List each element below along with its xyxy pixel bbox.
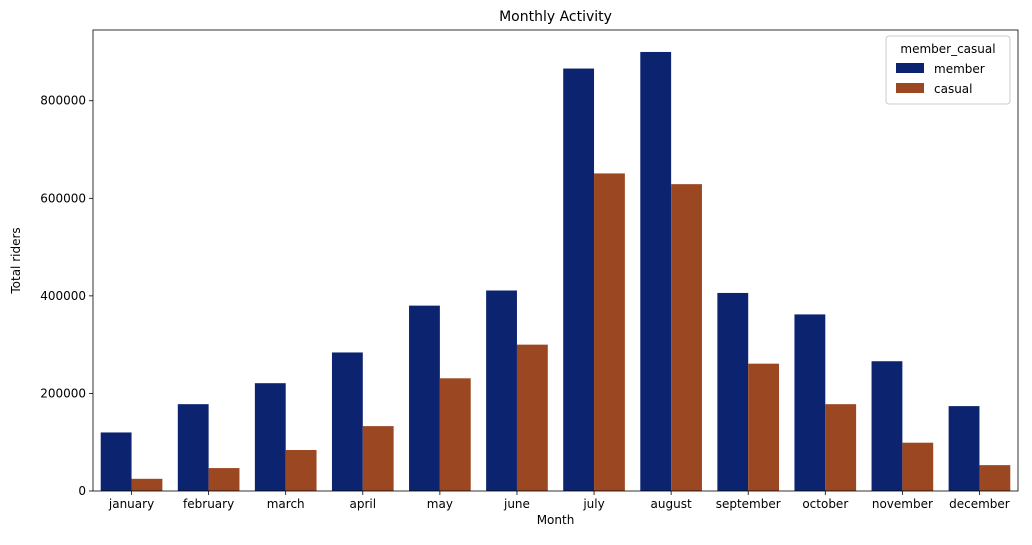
bar-member-june [486,290,517,491]
x-tick-label: december [949,497,1010,511]
plot-frame [92,29,1019,492]
bar-member-november [871,361,903,491]
bar-casual-june [516,344,548,491]
bar-casual-march [285,450,317,491]
bar-casual-december [979,465,1011,491]
bar-casual-january [131,478,163,491]
bar-casual-october [825,404,857,491]
y-axis: 0 200000 400000 600000 800000 [40,94,93,498]
y-tick-label: 0 [78,484,86,498]
chart-title: Monthly Activity [499,9,612,25]
x-tick-label: july [582,497,604,511]
bar-member-january [100,432,132,491]
x-tick-label: february [183,497,234,511]
bar-casual-february [208,468,240,491]
x-tick-label: october [802,497,848,511]
y-tick-label: 800000 [40,94,86,108]
bar-member-december [948,406,980,491]
bars-group [100,51,1011,492]
bar-casual-july [594,173,625,491]
bar-member-october [794,314,826,491]
legend: member_casual member casual [885,35,1011,105]
legend-title: member_casual [900,42,995,56]
x-tick-label: may [427,497,453,511]
x-tick-label: march [267,497,305,511]
bar-member-february [177,404,209,491]
x-tick-label: november [872,497,933,511]
bar-member-august [640,51,672,491]
bar-casual-april [362,426,394,491]
x-tick-label: april [350,497,377,511]
x-tick-label: june [503,497,530,511]
legend-swatch-member [896,63,924,73]
x-tick-label: september [716,497,781,511]
x-axis-label: Month [537,513,575,527]
bar-member-september [717,292,749,491]
bar-casual-november [902,442,934,491]
bar-member-july [563,68,595,491]
y-tick-label: 600000 [40,191,86,205]
x-axis: january february march april may june july augu… [108,491,1010,511]
x-tick-label: august [651,497,692,511]
bar-member-april [331,352,363,491]
y-axis-label: Total riders [9,227,23,294]
y-tick-label: 200000 [40,386,86,400]
bar-casual-may [439,378,471,491]
bar-casual-august [671,184,702,492]
legend-label-member: member [934,62,985,76]
x-tick-label: january [108,497,154,511]
bar-member-may [409,305,440,491]
y-tick-label: 400000 [40,289,86,303]
bar-casual-september [748,363,780,491]
bar-member-march [254,383,286,491]
legend-label-casual: casual [934,82,973,96]
legend-swatch-casual [896,83,924,93]
